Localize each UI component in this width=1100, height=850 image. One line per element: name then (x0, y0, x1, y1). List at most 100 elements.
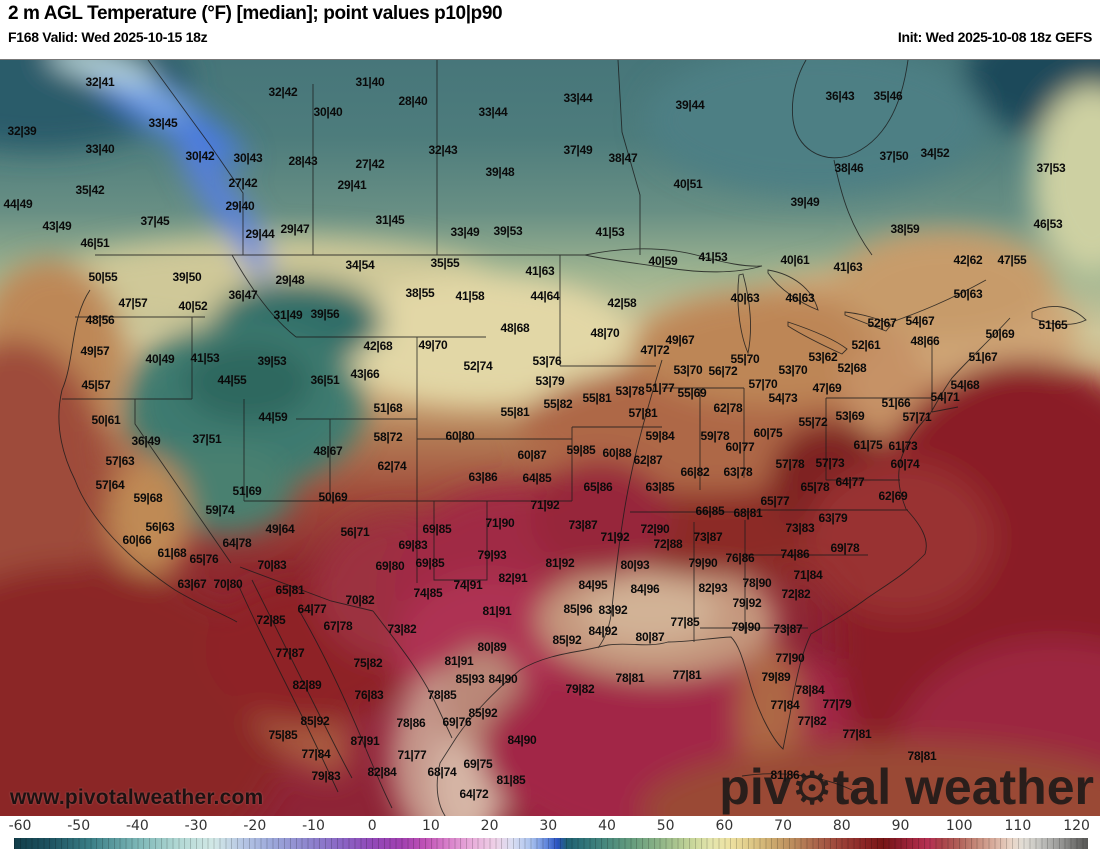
point-value: 79|93 (477, 548, 507, 562)
point-value: 81|91 (444, 654, 474, 668)
point-value: 29|48 (275, 273, 305, 287)
point-value: 40|63 (730, 291, 760, 305)
point-value: 60|87 (517, 448, 547, 462)
colorbar-tick: 40 (598, 818, 616, 834)
point-value: 33|40 (85, 142, 115, 156)
point-value: 30|43 (233, 151, 263, 165)
point-value: 71|92 (600, 530, 630, 544)
point-value: 60|80 (445, 429, 475, 443)
point-value: 81|92 (545, 556, 575, 570)
point-value: 37|50 (879, 149, 909, 163)
point-value: 49|57 (80, 344, 110, 358)
point-value: 52|68 (837, 361, 867, 375)
point-value: 57|73 (815, 456, 845, 470)
point-value: 51|67 (968, 350, 998, 364)
colorbar-gradient (14, 838, 1088, 849)
point-value: 30|40 (313, 105, 343, 119)
point-value: 52|74 (463, 359, 493, 373)
point-value: 77|85 (670, 615, 700, 629)
point-value: 77|81 (672, 668, 702, 682)
point-value: 84|90 (488, 672, 518, 686)
point-value: 64|77 (835, 475, 865, 489)
point-value: 80|89 (477, 640, 507, 654)
point-value: 75|82 (353, 656, 383, 670)
point-value: 72|82 (781, 587, 811, 601)
point-value: 77|84 (770, 698, 800, 712)
point-value: 61|75 (853, 438, 883, 452)
point-value: 50|69 (985, 327, 1015, 341)
point-value: 49|67 (665, 333, 695, 347)
colorbar-tick: 90 (891, 818, 910, 834)
point-value: 31|45 (375, 213, 405, 227)
point-value: 73|82 (387, 622, 417, 636)
point-value: 55|81 (582, 391, 612, 405)
point-value: 41|58 (455, 289, 485, 303)
point-value: 77|87 (275, 646, 305, 660)
point-value: 44|59 (258, 410, 288, 424)
point-value: 27|42 (355, 157, 385, 171)
map-borders (58, 60, 1087, 816)
point-value: 54|67 (905, 314, 935, 328)
point-value: 60|88 (602, 446, 632, 460)
point-value: 78|84 (795, 683, 825, 697)
point-value: 71|90 (485, 516, 515, 530)
point-value: 40|49 (145, 352, 175, 366)
point-value: 62|69 (878, 489, 908, 503)
point-value: 80|87 (635, 630, 665, 644)
point-value: 55|70 (730, 352, 760, 366)
point-value: 51|68 (373, 401, 403, 415)
point-value: 69|83 (398, 538, 428, 552)
point-value: 82|89 (292, 678, 322, 692)
temperature-field (0, 60, 1100, 816)
point-value: 28|40 (398, 94, 428, 108)
point-value: 37|45 (140, 214, 170, 228)
colorbar-tick: -60 (8, 818, 32, 834)
point-value: 39|56 (310, 307, 340, 321)
colorbar: -60 -50 -40 -30 -20 -10 0 10 20 30 40 50 60 70 80 90 100… (0, 816, 1100, 850)
point-value: 57|78 (775, 457, 805, 471)
point-value: 79|83 (311, 769, 341, 783)
point-value: 84|92 (588, 624, 618, 638)
point-value: 69|85 (422, 522, 452, 536)
point-value: 79|90 (688, 556, 718, 570)
point-value: 35|42 (75, 183, 105, 197)
point-value: 62|78 (713, 401, 743, 415)
point-value: 68|74 (427, 765, 457, 779)
logo-text-pre: piv (719, 759, 792, 815)
point-value: 51|69 (232, 484, 262, 498)
point-value: 57|70 (748, 377, 778, 391)
point-value: 65|76 (189, 552, 219, 566)
point-value: 72|90 (640, 522, 670, 536)
point-value: 44|64 (530, 289, 560, 303)
point-value: 49|64 (265, 522, 295, 536)
point-value: 29|47 (280, 222, 310, 236)
point-value: 57|71 (902, 410, 932, 424)
point-value: 53|78 (615, 384, 645, 398)
point-value: 59|68 (133, 491, 163, 505)
point-value: 85|93 (455, 672, 485, 686)
point-value: 87|91 (350, 734, 380, 748)
point-value: 32|41 (85, 75, 115, 89)
colorbar-tick: -20 (243, 818, 267, 834)
point-value: 74|86 (780, 547, 810, 561)
point-value: 70|80 (213, 577, 243, 591)
point-value: 42|68 (363, 339, 393, 353)
point-value: 77|82 (797, 714, 827, 728)
point-value: 82|91 (498, 571, 528, 585)
point-value: 55|69 (677, 386, 707, 400)
point-value: 56|71 (340, 525, 370, 539)
point-value: 51|77 (645, 381, 675, 395)
point-value: 53|70 (673, 363, 703, 377)
point-value: 40|59 (648, 254, 678, 268)
point-value: 52|61 (851, 338, 881, 352)
point-value: 36|51 (310, 373, 340, 387)
map-canvas: 32|41 32|42 31|40 28|40 30|40 33|44 33|45 32|39… (0, 60, 1100, 816)
point-value: 64|85 (522, 471, 552, 485)
point-value: 47|72 (640, 343, 670, 357)
point-value: 33|44 (563, 91, 593, 105)
point-value: 28|43 (288, 154, 318, 168)
point-value: 59|84 (645, 429, 675, 443)
point-value: 77|90 (775, 651, 805, 665)
point-value: 36|47 (228, 288, 258, 302)
point-value: 35|55 (430, 256, 460, 270)
